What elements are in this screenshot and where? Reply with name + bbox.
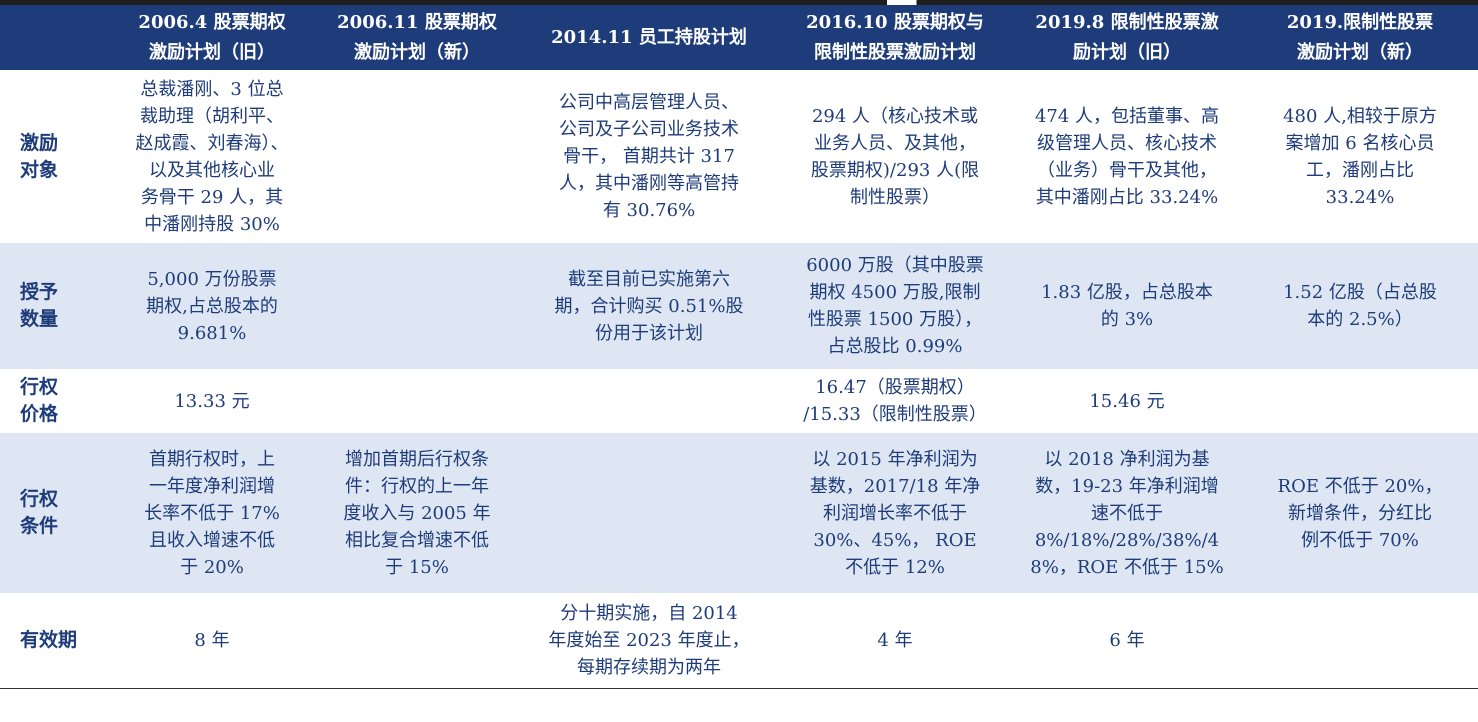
table-header-row: 2006.4 股票期权 激励计划（旧） 2006.11 股票期权 激励计划（新） 2…	[0, 5, 1478, 70]
table-row-validity-period: 有效期 8 年 分十期实施，自 2014 年度始至 2023 年度止， 每期存续期为…	[0, 593, 1478, 689]
table-cell-empty	[520, 369, 778, 433]
table-cell: 以 2018 净利润为基 数，19-23 年净利润增 速不低于 8%/18%/28%/…	[1012, 433, 1242, 593]
table-cell: 1.52 亿股（占总股 本的 2.5%）	[1242, 243, 1478, 369]
table-cell: 15.46 元	[1089, 390, 1165, 412]
table-cell-empty	[314, 70, 520, 243]
header-2014-11-plan: 2014.11 员工持股计划	[520, 5, 778, 70]
table-cell: 474 人，包括董事、高 级管理人员、核心技术 （业务）骨干及其他， 其中潘刚占比 3…	[1034, 105, 1220, 208]
row-label: 行权 条件	[0, 433, 110, 593]
table-cell: 总裁潘刚、3 位总 裁助理（胡利平、 赵成霞、刘春海）、 以及其他核心业 务骨干 29 …	[135, 78, 289, 235]
table-row-incentive-targets: 激励 对象 总裁潘刚、3 位总 裁助理（胡利平、 赵成霞、刘春海）、 以及其他核心业 务骨…	[0, 70, 1478, 243]
table-cell: 分十期实施，自 2014 年度始至 2023 年度止， 每期存续期为两年	[520, 593, 778, 689]
table-cell: 5,000 万份股票 期权,占总股本的 9.681%	[110, 243, 314, 369]
table-cell: 首期行权时，上 一年度净利润增 长率不低于 17% 且收入增速不低于 20%	[110, 433, 314, 593]
table-cell: 增加首期后行权条 件：行权的上一年 度收入与 2005 年相比复合增速不低于 15%	[314, 433, 520, 593]
table-cell: 公司中高层管理人员、 公司及子公司业务技术 骨干， 首期共计 317 人，其中潘刚等高…	[559, 92, 739, 221]
table-cell: 8 年	[110, 593, 314, 689]
table-cell: 截至目前已实施第六 期，合计购买 0.51%股 份用于该计划	[520, 243, 778, 369]
table-row-grant-amount: 授予 数量 5,000 万份股票 期权,占总股本的 9.681% 截至目前已实施第六期…	[0, 243, 1478, 369]
table-cell: ROE 不低于 20%， 新增条件，分红比 例不低于 70%	[1242, 433, 1478, 593]
table-cell-empty	[314, 369, 520, 433]
table-cell-empty	[314, 243, 520, 369]
header-2006-11-plan: 2006.11 股票期权 激励计划（新）	[314, 5, 520, 70]
table-cell: 294 人（核心技术或 业务人员、及其他， 股票期权)/293 人(限 制性股票）	[810, 105, 980, 208]
header-2006-4-plan: 2006.4 股票期权 激励计划（旧）	[110, 5, 314, 70]
header-corner	[0, 5, 110, 70]
table-cell: 以 2015 年净利润为 基数，2017/18 年净 利润增长率不低于 30%、45%…	[778, 433, 1012, 593]
table-cell: 6000 万股（其中股票 期权 4500 万股,限制 性股票 1500 万股）， 占总…	[778, 243, 1012, 369]
table-cell: 480 人,相较于原方 案增加 6 名核心员 工，潘刚占比 33.24%	[1283, 105, 1437, 208]
header-2016-10-plan: 2016.10 股票期权与 限制性股票激励计划	[778, 5, 1012, 70]
table-cell: 6 年	[1012, 593, 1242, 689]
incentive-plan-table: 2006.4 股票期权 激励计划（旧） 2006.11 股票期权 激励计划（新） 2…	[0, 5, 1478, 689]
table-cell-empty	[1242, 369, 1478, 433]
row-label: 授予 数量	[0, 243, 110, 369]
table-cell-empty	[1242, 593, 1478, 689]
table-cell: 1.83 亿股，占总股本的 3%	[1012, 243, 1242, 369]
row-label: 有效期	[0, 593, 110, 689]
table-cell: 13.33 元	[174, 390, 250, 412]
table-row-exercise-price: 行权 价格 13.33 元 16.47（股票期权）/15.33（限制性股票） 15…	[0, 369, 1478, 433]
row-label: 行权 价格	[20, 376, 59, 425]
table-cell: 16.47（股票期权）/15.33（限制性股票）	[803, 377, 987, 425]
top-cutoff-strip	[0, 0, 1478, 5]
table-row-exercise-conditions: 行权 条件 首期行权时，上 一年度净利润增 长率不低于 17% 且收入增速不低于 20%…	[0, 433, 1478, 593]
row-label: 激励 对象	[20, 131, 59, 181]
header-2019-8-plan: 2019.8 限制性股票激 励计划（旧）	[1012, 5, 1242, 70]
table-cell: 4 年	[778, 593, 1012, 689]
table-cell-empty	[314, 593, 520, 689]
table-cell-empty	[520, 433, 778, 593]
header-2019-new-plan: 2019.限制性股票 激励计划（新）	[1242, 5, 1478, 70]
